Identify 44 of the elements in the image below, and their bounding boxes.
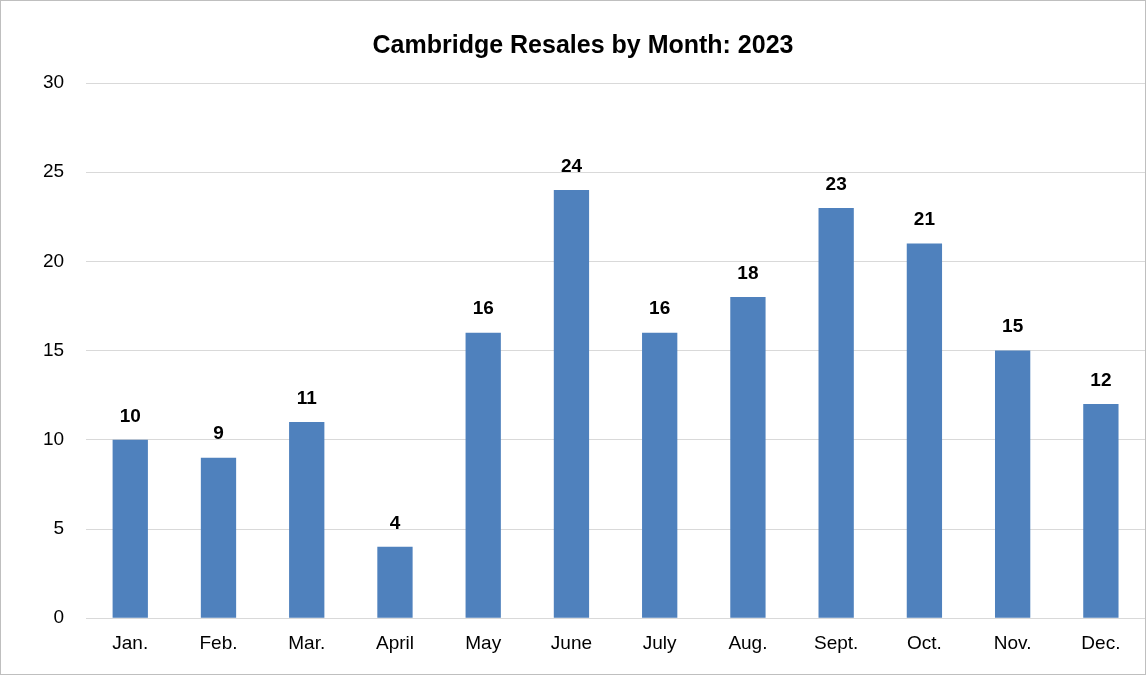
- bar: [994, 350, 1031, 618]
- y-tick-label: 20: [42, 249, 65, 271]
- bar: [465, 332, 501, 618]
- data-label: 24: [560, 154, 583, 176]
- y-tick-label: 30: [42, 71, 65, 93]
- data-label: 16: [649, 297, 671, 319]
- bar: [1083, 404, 1119, 618]
- data-label: 18: [737, 261, 759, 283]
- bar: [200, 457, 237, 618]
- data-label: 15: [1002, 315, 1024, 337]
- y-tick-label: 15: [42, 338, 65, 360]
- data-label: 4: [389, 511, 401, 533]
- x-tick-label: Dec.: [1081, 631, 1121, 653]
- x-tick-label: Oct.: [906, 631, 942, 653]
- x-tick-label: Jan.: [112, 631, 149, 653]
- x-tick-label: Sept.: [813, 631, 859, 653]
- y-tick-label: 0: [53, 606, 65, 628]
- x-tick-label: May: [465, 631, 502, 653]
- bar: [906, 243, 943, 618]
- bar: [377, 546, 413, 618]
- data-label: 11: [296, 386, 318, 408]
- data-label: 23: [825, 172, 847, 194]
- data-label: 12: [1090, 368, 1112, 390]
- bar: [289, 421, 325, 618]
- x-tick-label: Nov.: [993, 631, 1032, 653]
- x-tick-label: Feb.: [199, 631, 238, 653]
- chart-title: Cambridge Resales by Month: 2023: [372, 29, 794, 58]
- bar: [642, 332, 678, 618]
- y-tick-label: 5: [53, 517, 65, 539]
- data-label: 10: [119, 404, 141, 426]
- bar: [112, 439, 148, 618]
- data-label: 21: [913, 208, 936, 230]
- bar: [730, 297, 766, 618]
- y-tick-label: 10: [42, 428, 65, 450]
- x-tick-label: July: [642, 631, 678, 653]
- data-label: 16: [472, 297, 494, 319]
- x-tick-label: Aug.: [728, 631, 768, 653]
- data-label: 9: [213, 422, 224, 444]
- x-tick-label: Mar.: [288, 631, 326, 653]
- x-tick-label: April: [375, 631, 414, 653]
- bar: [553, 190, 590, 618]
- y-tick-label: 25: [42, 160, 65, 182]
- bar: [818, 207, 854, 618]
- x-tick-label: June: [550, 631, 593, 653]
